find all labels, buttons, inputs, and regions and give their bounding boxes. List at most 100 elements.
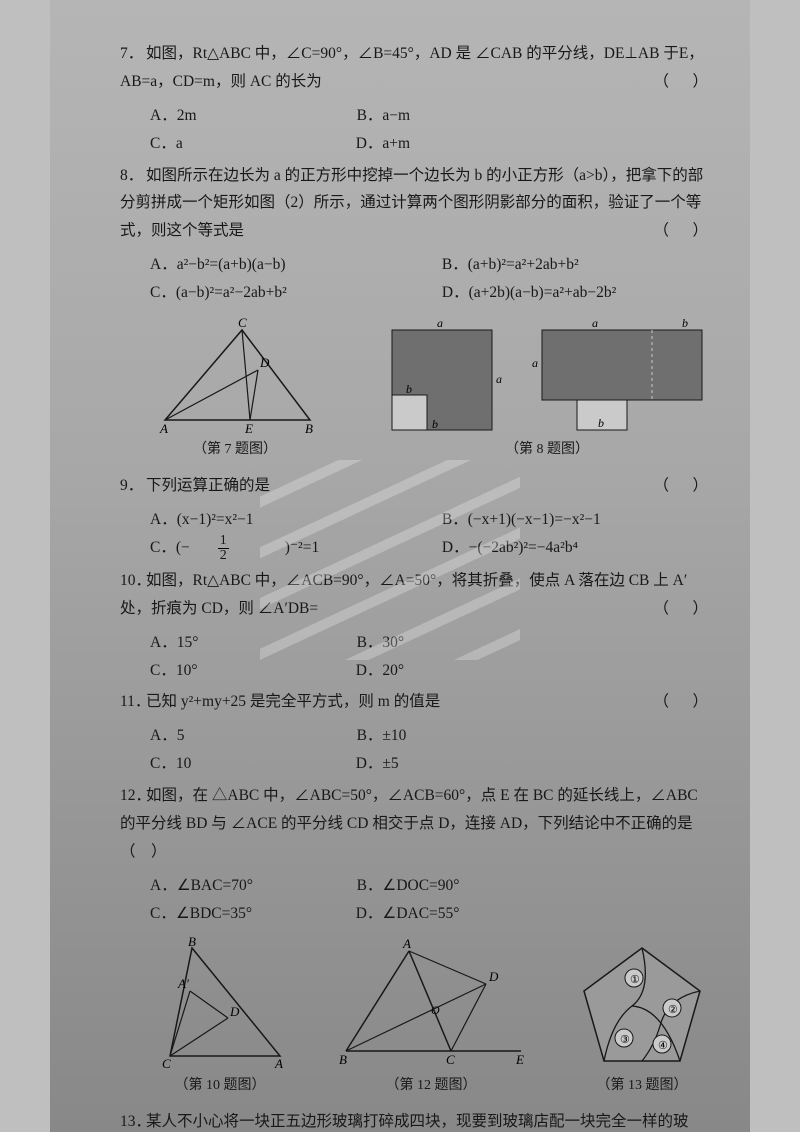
q12-opt-b: B．∠DOC=90° [357,872,531,900]
svg-text:b: b [682,316,688,330]
q10-opt-d: D．20° [356,657,531,685]
figure-13: ① ② ③ ④ （第 13 题图） [572,936,712,1098]
q10-opt-a: A．15° [150,629,325,657]
q9-number: 9． [120,472,146,500]
figure-7-caption: （第 7 题图） [150,437,320,462]
q12-text: 如图，在 △ABC 中，∠ABC=50°，∠ACB=60°，点 E 在 BC 的… [120,787,698,860]
figure-row-1: A B C D E （第 7 题图） a a b b a b a b （第 8 … [150,315,712,462]
q10-opt-c: C．10° [150,657,324,685]
svg-text:O: O [431,1003,440,1017]
svg-text:D: D [229,1004,240,1019]
q8-opt-c: C．(a−b)²=a²−2ab+b² [150,279,410,307]
q9-opt-d: D．−(−2ab²)²=−4a²b⁴ [442,534,606,562]
q8-opt-a: A．a²−b²=(a+b)(a−b) [150,251,410,279]
q11-number: 11． [120,688,146,716]
question-9: 9．下列运算正确的是 （ ） [120,472,712,500]
fraction-half: 12 [218,534,257,563]
svg-text:①: ① [630,974,640,986]
q9-opt-a: A．(x−1)²=x²−1 [150,506,410,534]
q12-opt-d: D．∠DAC=55° [356,900,531,928]
page: 7．如图，Rt△ABC 中，∠C=90°，∠B=45°，AD 是 ∠CAB 的平… [0,0,800,1132]
svg-text:b: b [598,416,604,430]
triangle-q7: A B C D E [150,315,320,435]
svg-text:D: D [488,969,499,984]
q11-opt-a: A．5 [150,722,325,750]
q8-options: A．a²−b²=(a+b)(a−b) B．(a+b)²=a²+2ab+b² C．… [120,251,712,307]
svg-text:C: C [446,1052,455,1067]
svg-text:②: ② [668,1004,678,1016]
q10-opt-b: B．30° [357,629,531,657]
q7-text: 如图，Rt△ABC 中，∠C=90°，∠B=45°，AD 是 ∠CAB 的平分线… [120,45,704,90]
q9-opt-c: C．(−12)⁻²=1 [150,534,410,563]
q10-number: 10． [120,567,146,595]
svg-text:E: E [515,1052,524,1067]
q12-number: 12． [120,782,146,810]
svg-text:b: b [406,382,412,396]
q9-opt-b: B．(−x+1)(−x−1)=−x²−1 [442,506,629,534]
svg-text:D: D [259,355,270,370]
q9-bracket: （ ） [653,472,712,500]
q8-opt-b: B．(a+b)²=a²+2ab+b² [442,251,607,279]
q11-options: A．5 B．±10 C．10 D．±5 [120,722,712,778]
q10-options: A．15° B．30° C．10° D．20° [120,629,712,685]
q13-text: 某人不小心将一块正五边形玻璃打碎成四块，现要到玻璃店配一块完全一样的玻璃，那么最… [120,1113,689,1132]
figure-row-2: B A′ D C A （第 10 题图） A B C D O E （第 12 题… [150,936,712,1098]
svg-text:a: a [532,356,538,370]
question-11: 11．已知 y²+my+25 是完全平方式，则 m 的值是 （ ） [120,688,712,716]
q8-opt-d: D．(a+2b)(a−b)=a²+ab−2b² [442,279,644,307]
q7-options: A．2m B．a−m C．a D．a+m [120,102,712,158]
svg-text:C: C [162,1056,171,1071]
figure-10: B A′ D C A （第 10 题图） [150,936,290,1098]
q12-options: A．∠BAC=70° B．∠DOC=90° C．∠BDC=35° D．∠DAC=… [120,872,712,928]
squares-q8: a a b b a b a b [382,315,712,435]
svg-text:B: B [188,936,196,949]
q8-bracket: （ ） [653,217,712,245]
svg-text:b: b [432,417,438,431]
triangle-q10: B A′ D C A [150,936,290,1071]
pentagon-q13: ① ② ③ ④ [572,936,712,1071]
svg-text:E: E [244,421,253,435]
svg-text:B: B [305,421,313,435]
svg-text:a: a [592,316,598,330]
q7-opt-d: D．a+m [356,130,531,158]
q7-bracket: （ ） [653,68,712,96]
svg-text:B: B [339,1052,347,1067]
triangle-q12: A B C D O E [331,936,531,1071]
figure-12-caption: （第 12 题图） [331,1073,531,1098]
svg-text:③: ③ [620,1034,630,1046]
q11-opt-c: C．10 [150,750,324,778]
q9-options: A．(x−1)²=x²−1 B．(−x+1)(−x−1)=−x²−1 C．(−1… [120,506,712,563]
q8-number: 8． [120,162,146,190]
q13-number: 13． [120,1108,146,1132]
q9-text: 下列运算正确的是 [146,477,270,494]
svg-text:A: A [402,936,411,951]
figure-8-caption: （第 8 题图） [382,437,712,462]
svg-text:A′: A′ [177,976,189,991]
q12-opt-a: A．∠BAC=70° [150,872,325,900]
svg-text:C: C [238,315,247,330]
figure-13-caption: （第 13 题图） [572,1073,712,1098]
q11-text: 已知 y²+my+25 是完全平方式，则 m 的值是 [146,693,440,710]
svg-text:A: A [159,421,168,435]
figure-12: A B C D O E （第 12 题图） [331,936,531,1098]
q11-bracket: （ ） [653,688,712,716]
question-7: 7．如图，Rt△ABC 中，∠C=90°，∠B=45°，AD 是 ∠CAB 的平… [120,40,712,96]
q7-opt-a: A．2m [150,102,325,130]
figure-10-caption: （第 10 题图） [150,1073,290,1098]
q10-bracket: （ ） [653,595,712,623]
q11-opt-d: D．±5 [356,750,531,778]
question-10: 10．如图，Rt△ABC 中，∠ACB=90°，∠A=50°，将其折叠，使点 A… [120,567,712,623]
svg-text:A: A [274,1056,283,1071]
question-13: 13．某人不小心将一块正五边形玻璃打碎成四块，现要到玻璃店配一块完全一样的玻璃，… [120,1108,712,1132]
question-8: 8．如图所示在边长为 a 的正方形中挖掉一个边长为 b 的小正方形（a>b），把… [120,162,712,246]
svg-text:a: a [496,372,502,386]
figure-7: A B C D E （第 7 题图） [150,315,320,462]
exam-sheet: 7．如图，Rt△ABC 中，∠C=90°，∠B=45°，AD 是 ∠CAB 的平… [50,0,750,1132]
figure-8: a a b b a b a b （第 8 题图） [382,315,712,462]
q8-text: 如图所示在边长为 a 的正方形中挖掉一个边长为 b 的小正方形（a>b），把拿下… [120,167,703,240]
q7-number: 7． [120,40,146,68]
q7-opt-b: B．a−m [357,102,531,130]
q10-text: 如图，Rt△ABC 中，∠ACB=90°，∠A=50°，将其折叠，使点 A 落在… [120,572,687,617]
question-12: 12．如图，在 △ABC 中，∠ABC=50°，∠ACB=60°，点 E 在 B… [120,782,712,866]
q11-opt-b: B．±10 [357,722,531,750]
